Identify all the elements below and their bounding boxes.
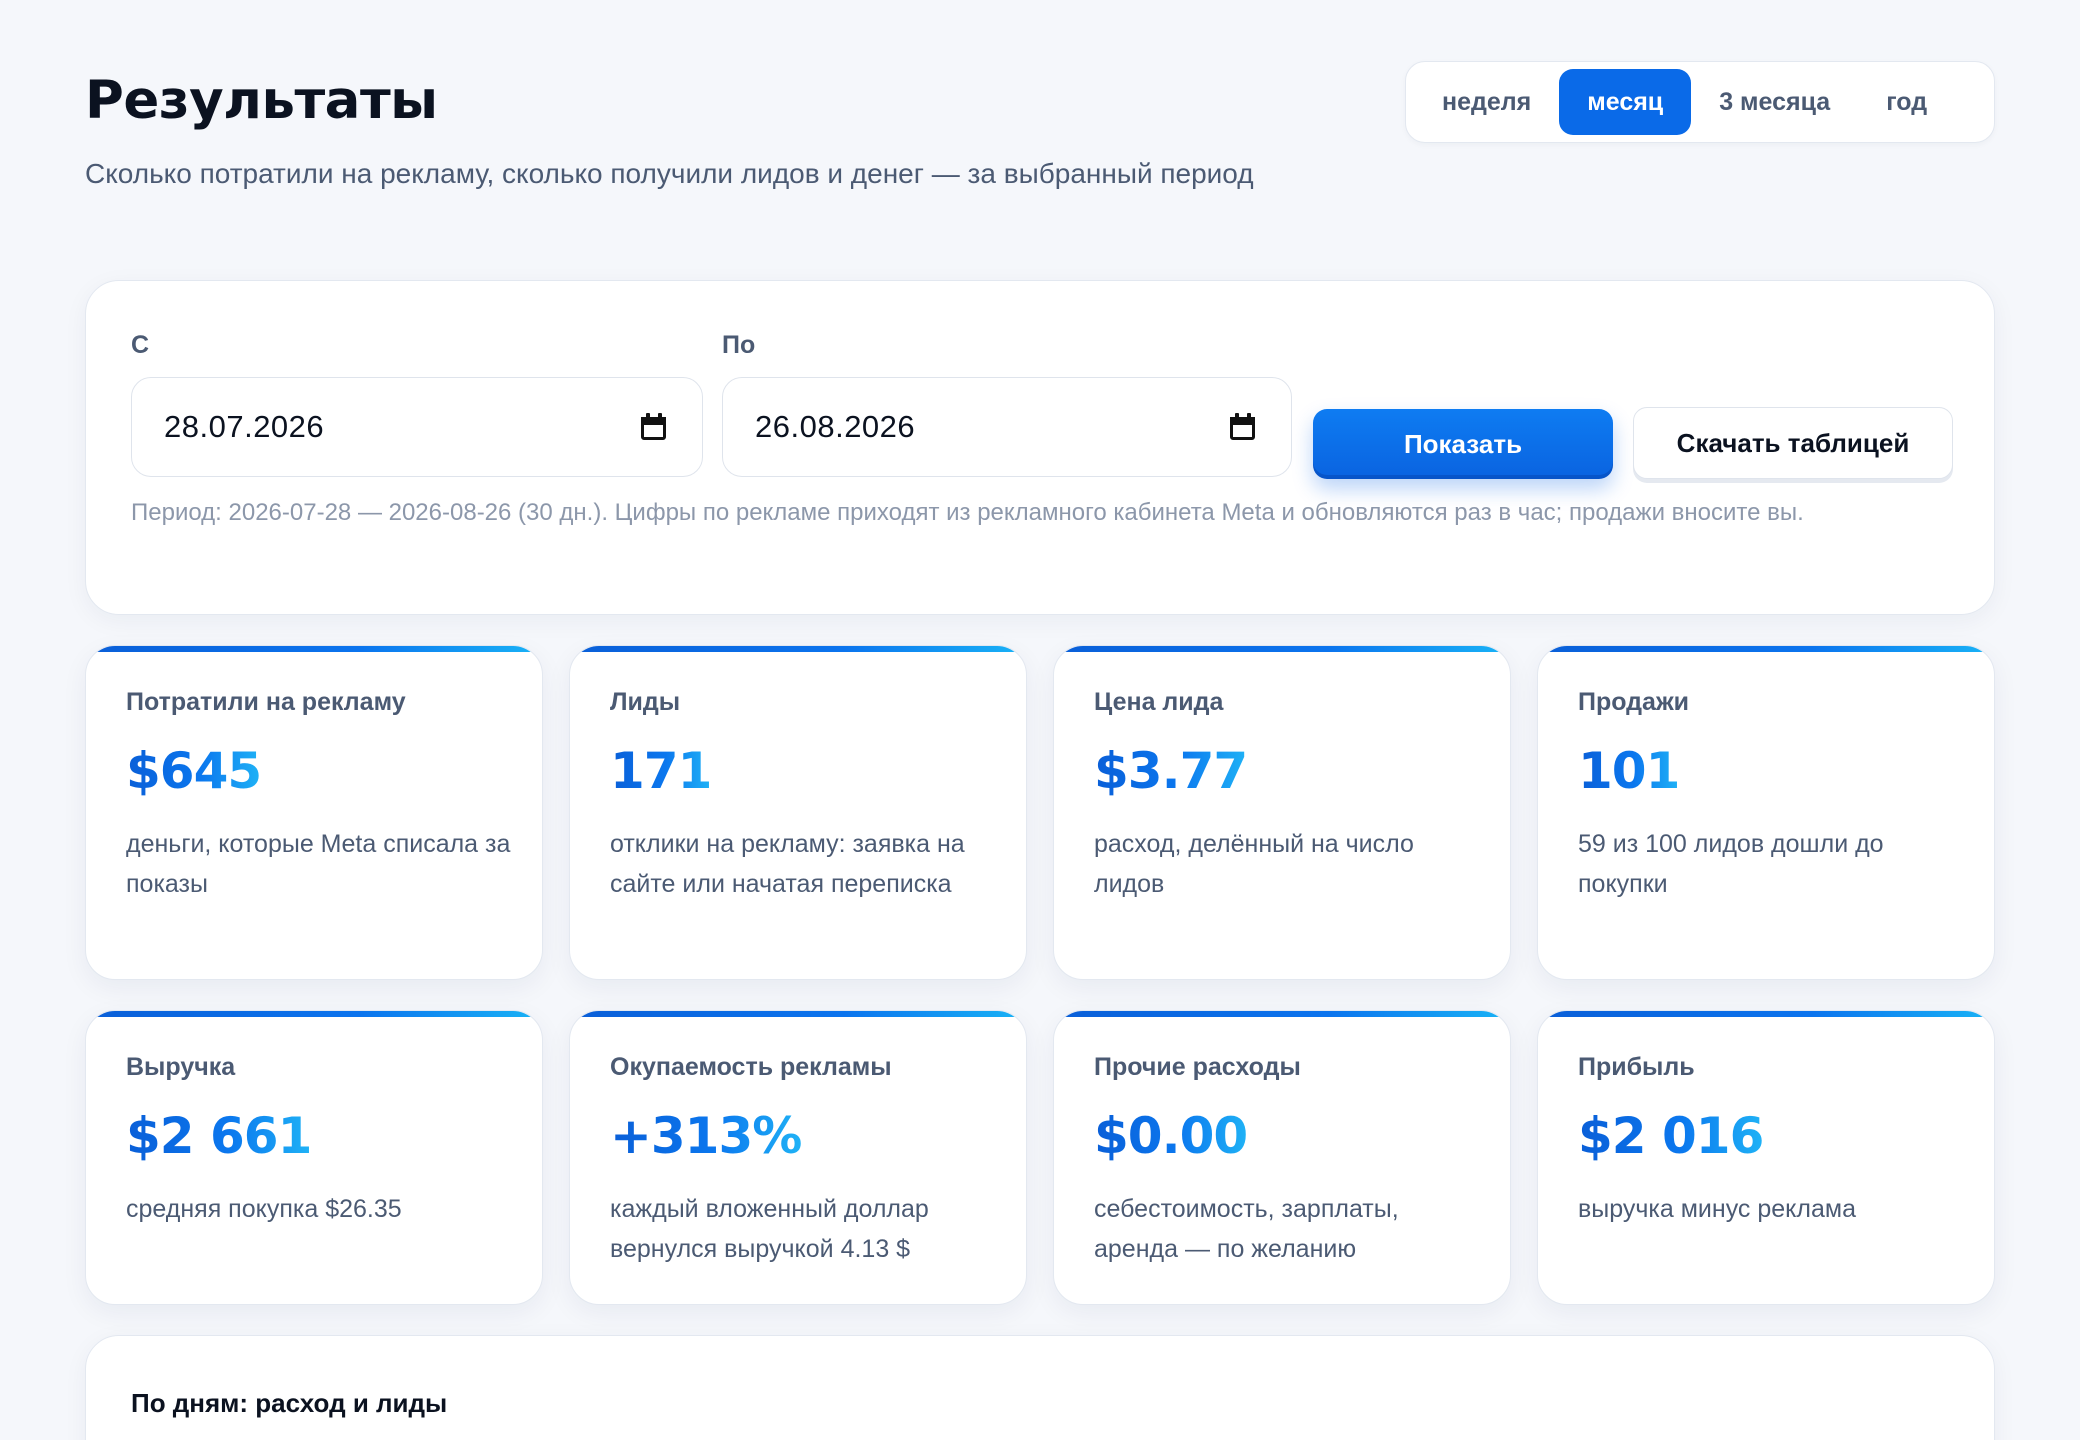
period-month-button[interactable]: месяц xyxy=(1559,69,1692,135)
period-year-button[interactable]: год xyxy=(1858,69,1955,135)
metric-label: Цена лида xyxy=(1094,688,1224,716)
metric-label: Потратили на рекламу xyxy=(126,688,406,716)
metric-card-lead-cost: Цена лида $3.77 расход, делённый на числ… xyxy=(1053,645,1511,980)
daily-chart-title: По дням: расход и лиды xyxy=(131,1388,448,1418)
metric-value: $2 661 xyxy=(126,1107,312,1165)
card-accent-bar xyxy=(1538,1011,1994,1017)
metric-value: 101 xyxy=(1578,742,1680,800)
metric-card-profit: Прибыль $2 016 выручка минус реклама xyxy=(1537,1010,1995,1305)
metric-card-ad-spend: Потратили на рекламу $645 деньги, которы… xyxy=(85,645,543,980)
from-date-input[interactable]: 28.07.2026 xyxy=(131,377,703,477)
calendar-icon[interactable] xyxy=(1229,413,1257,441)
metric-card-revenue: Выручка $2 661 средняя покупка $26.35 xyxy=(85,1010,543,1305)
metric-label: Выручка xyxy=(126,1053,236,1081)
metric-label: Окупаемость рекламы xyxy=(610,1053,892,1081)
to-date-value: 26.08.2026 xyxy=(755,409,916,444)
period-3-months-button[interactable]: 3 месяца xyxy=(1691,69,1858,135)
metric-description: расход, делённый на число лидов xyxy=(1094,830,1414,898)
period-switch: неделя месяц 3 месяца год xyxy=(1405,61,1995,143)
metric-card-roas: Окупаемость рекламы +313% каждый вложенн… xyxy=(569,1010,1027,1305)
card-accent-bar xyxy=(1538,646,1994,652)
metric-description: каждый вложенный доллар вернулся выручко… xyxy=(610,1195,929,1263)
card-accent-bar xyxy=(570,1011,1026,1017)
metric-card-other-expenses: Прочие расходы $0.00 себестоимость, зарп… xyxy=(1053,1010,1511,1305)
metric-card-sales: Продажи 101 59 из 100 лидов дошли до пок… xyxy=(1537,645,1995,980)
metric-card-leads: Лиды 171 отклики на рекламу: заявка на с… xyxy=(569,645,1027,980)
metric-value: $3.77 xyxy=(1094,742,1248,800)
metric-description: отклики на рекламу: заявка на сайте или … xyxy=(610,830,965,898)
calendar-icon[interactable] xyxy=(640,413,668,441)
metric-value: +313% xyxy=(610,1107,802,1165)
from-date-label: С xyxy=(131,331,150,359)
metric-label: Лиды xyxy=(610,688,681,716)
metric-value: $645 xyxy=(126,742,262,800)
to-date-label: По xyxy=(722,331,756,359)
to-date-input[interactable]: 26.08.2026 xyxy=(722,377,1292,477)
metric-value: $0.00 xyxy=(1094,1107,1248,1165)
metric-description: средняя покупка $26.35 xyxy=(126,1195,402,1223)
metric-description: 59 из 100 лидов дошли до покупки xyxy=(1578,830,1884,898)
date-filter-card: С 28.07.2026 По 26.08.2026 Показать Скач… xyxy=(85,280,1995,615)
show-button[interactable]: Показать xyxy=(1313,409,1613,479)
metric-value: 171 xyxy=(610,742,712,800)
from-date-value: 28.07.2026 xyxy=(164,409,325,444)
metric-description: выручка минус реклама xyxy=(1578,1195,1856,1223)
page-header: Результаты Сколько потратили на рекламу,… xyxy=(85,61,1995,230)
period-note: Период: 2026-07-28 — 2026-08-26 (30 дн.)… xyxy=(131,499,1804,526)
metric-description: деньги, которые Meta списала за показы xyxy=(126,830,511,898)
card-accent-bar xyxy=(86,1011,542,1017)
card-accent-bar xyxy=(1054,646,1510,652)
page-subtitle: Сколько потратили на рекламу, сколько по… xyxy=(85,158,1254,189)
daily-chart-card: По дням: расход и лиды xyxy=(85,1335,1995,1440)
card-accent-bar xyxy=(570,646,1026,652)
period-week-button[interactable]: неделя xyxy=(1414,69,1559,135)
page-title: Результаты xyxy=(85,70,438,131)
card-accent-bar xyxy=(86,646,542,652)
card-accent-bar xyxy=(1054,1011,1510,1017)
metric-label: Прибыль xyxy=(1578,1053,1695,1081)
metric-description: себестоимость, зарплаты, аренда — по жел… xyxy=(1094,1195,1399,1263)
metric-label: Продажи xyxy=(1578,688,1690,716)
download-table-button[interactable]: Скачать таблицей xyxy=(1633,407,1953,479)
metric-value: $2 016 xyxy=(1578,1107,1764,1165)
metric-label: Прочие расходы xyxy=(1094,1053,1301,1081)
